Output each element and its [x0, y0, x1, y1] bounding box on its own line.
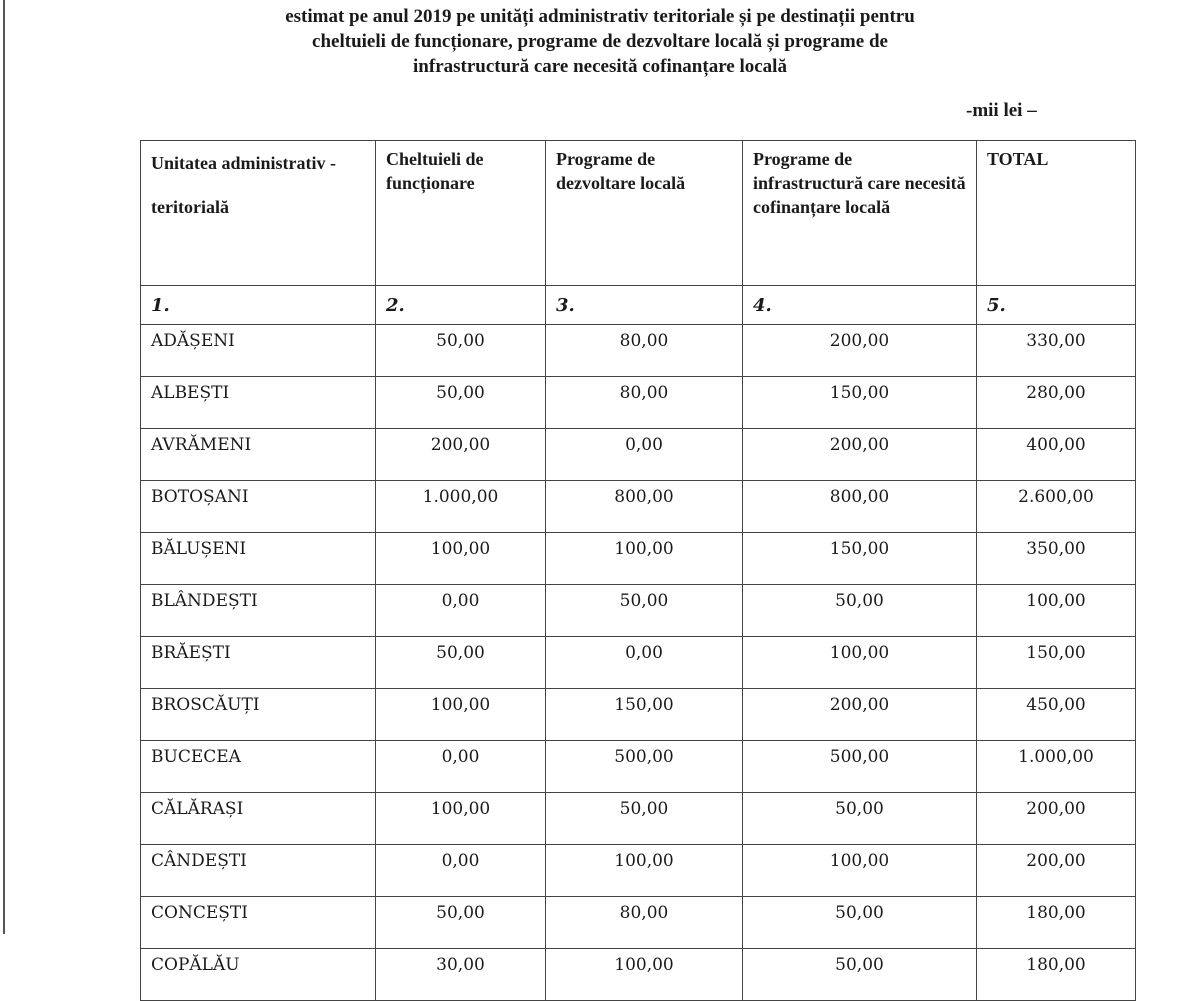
unit-name: CĂLĂRAȘI	[140, 792, 376, 845]
development-value: 0,00	[545, 428, 743, 481]
development-value: 100,00	[545, 948, 743, 1001]
total-value: 100,00	[976, 584, 1136, 637]
unit-name: CONCEȘTI	[140, 896, 376, 949]
infrastructure-value: 150,00	[742, 532, 977, 585]
column-number: 3.	[545, 285, 743, 325]
infrastructure-value: 50,00	[742, 584, 977, 637]
header-development: Programe de dezvoltare locală	[545, 140, 743, 286]
document-title: estimat pe anul 2019 pe unități administ…	[150, 4, 1050, 79]
header-row: Unitatea administrativ - teritorială Che…	[140, 140, 1136, 286]
infrastructure-value: 50,00	[742, 792, 977, 845]
infrastructure-value: 200,00	[742, 688, 977, 741]
title-line: infrastructură care necesită cofinanțare…	[413, 56, 787, 77]
unit-name: CÂNDEȘTI	[140, 844, 376, 897]
operating-value: 50,00	[375, 636, 546, 689]
unit-name: BRĂEȘTI	[140, 636, 376, 689]
column-number: 4.	[742, 285, 977, 325]
total-value: 150,00	[976, 636, 1136, 689]
total-value: 180,00	[976, 896, 1136, 949]
development-value: 800,00	[545, 480, 743, 533]
development-value: 500,00	[545, 740, 743, 793]
column-number-row: 1. 2. 3. 4. 5.	[140, 285, 1136, 325]
header-total: TOTAL	[976, 140, 1136, 286]
table-row: ALBEȘTI 50,00 80,00 150,00 280,00	[140, 376, 1136, 429]
unit-label: -mii lei –	[966, 100, 1037, 121]
development-value: 50,00	[545, 792, 743, 845]
title-line: cheltuieli de funcționare, programe de d…	[312, 31, 888, 52]
operating-value: 200,00	[375, 428, 546, 481]
total-value: 200,00	[976, 792, 1136, 845]
table-row: BOTOȘANI 1.000,00 800,00 800,00 2.600,00	[140, 480, 1136, 533]
infrastructure-value: 100,00	[742, 844, 977, 897]
table-row: CONCEȘTI 50,00 80,00 50,00 180,00	[140, 896, 1136, 949]
operating-value: 100,00	[375, 792, 546, 845]
development-value: 80,00	[545, 324, 743, 377]
development-value: 100,00	[545, 532, 743, 585]
header-infrastructure: Programe de infrastructură care necesită…	[742, 140, 977, 286]
infrastructure-value: 200,00	[742, 428, 977, 481]
total-value: 180,00	[976, 948, 1136, 1001]
unit-name: BĂLUȘENI	[140, 532, 376, 585]
table-row: BRĂEȘTI 50,00 0,00 100,00 150,00	[140, 636, 1136, 689]
total-value: 200,00	[976, 844, 1136, 897]
budget-table: Unitatea administrativ - teritorială Che…	[140, 140, 1136, 1001]
column-number: 5.	[976, 285, 1136, 325]
operating-value: 0,00	[375, 844, 546, 897]
operating-value: 1.000,00	[375, 480, 546, 533]
table-row: AVRĂMENI 200,00 0,00 200,00 400,00	[140, 428, 1136, 481]
unit-name: ALBEȘTI	[140, 376, 376, 429]
infrastructure-value: 50,00	[742, 896, 977, 949]
infrastructure-value: 150,00	[742, 376, 977, 429]
total-value: 1.000,00	[976, 740, 1136, 793]
infrastructure-value: 50,00	[742, 948, 977, 1001]
table-row: CÂNDEȘTI 0,00 100,00 100,00 200,00	[140, 844, 1136, 897]
title-line: estimat pe anul 2019 pe unități administ…	[285, 6, 915, 27]
unit-name: ADĂȘENI	[140, 324, 376, 377]
table-row: BROSCĂUȚI 100,00 150,00 200,00 450,00	[140, 688, 1136, 741]
table-row: BUCECEA 0,00 500,00 500,00 1.000,00	[140, 740, 1136, 793]
total-value: 2.600,00	[976, 480, 1136, 533]
total-value: 400,00	[976, 428, 1136, 481]
page-edge	[3, 0, 5, 934]
unit-name: AVRĂMENI	[140, 428, 376, 481]
total-value: 280,00	[976, 376, 1136, 429]
operating-value: 50,00	[375, 324, 546, 377]
column-number: 1.	[140, 285, 376, 325]
infrastructure-value: 800,00	[742, 480, 977, 533]
operating-value: 100,00	[375, 688, 546, 741]
development-value: 80,00	[545, 376, 743, 429]
operating-value: 50,00	[375, 896, 546, 949]
table-row: CĂLĂRAȘI 100,00 50,00 50,00 200,00	[140, 792, 1136, 845]
unit-name: BUCECEA	[140, 740, 376, 793]
column-number: 2.	[375, 285, 546, 325]
infrastructure-value: 100,00	[742, 636, 977, 689]
unit-name: COPĂLĂU	[140, 948, 376, 1001]
table-row: BĂLUȘENI 100,00 100,00 150,00 350,00	[140, 532, 1136, 585]
unit-name: BROSCĂUȚI	[140, 688, 376, 741]
operating-value: 50,00	[375, 376, 546, 429]
unit-name: BLÂNDEȘTI	[140, 584, 376, 637]
operating-value: 30,00	[375, 948, 546, 1001]
infrastructure-value: 500,00	[742, 740, 977, 793]
operating-value: 100,00	[375, 532, 546, 585]
infrastructure-value: 200,00	[742, 324, 977, 377]
development-value: 80,00	[545, 896, 743, 949]
development-value: 100,00	[545, 844, 743, 897]
table-row: ADĂȘENI 50,00 80,00 200,00 330,00	[140, 324, 1136, 377]
unit-name: BOTOȘANI	[140, 480, 376, 533]
total-value: 330,00	[976, 324, 1136, 377]
development-value: 0,00	[545, 636, 743, 689]
table-row: COPĂLĂU 30,00 100,00 50,00 180,00	[140, 948, 1136, 1001]
header-unit: Unitatea administrativ - teritorială	[140, 140, 376, 286]
operating-value: 0,00	[375, 740, 546, 793]
total-value: 450,00	[976, 688, 1136, 741]
operating-value: 0,00	[375, 584, 546, 637]
table-row: BLÂNDEȘTI 0,00 50,00 50,00 100,00	[140, 584, 1136, 637]
development-value: 50,00	[545, 584, 743, 637]
development-value: 150,00	[545, 688, 743, 741]
header-operating: Cheltuieli de funcționare	[375, 140, 546, 286]
total-value: 350,00	[976, 532, 1136, 585]
